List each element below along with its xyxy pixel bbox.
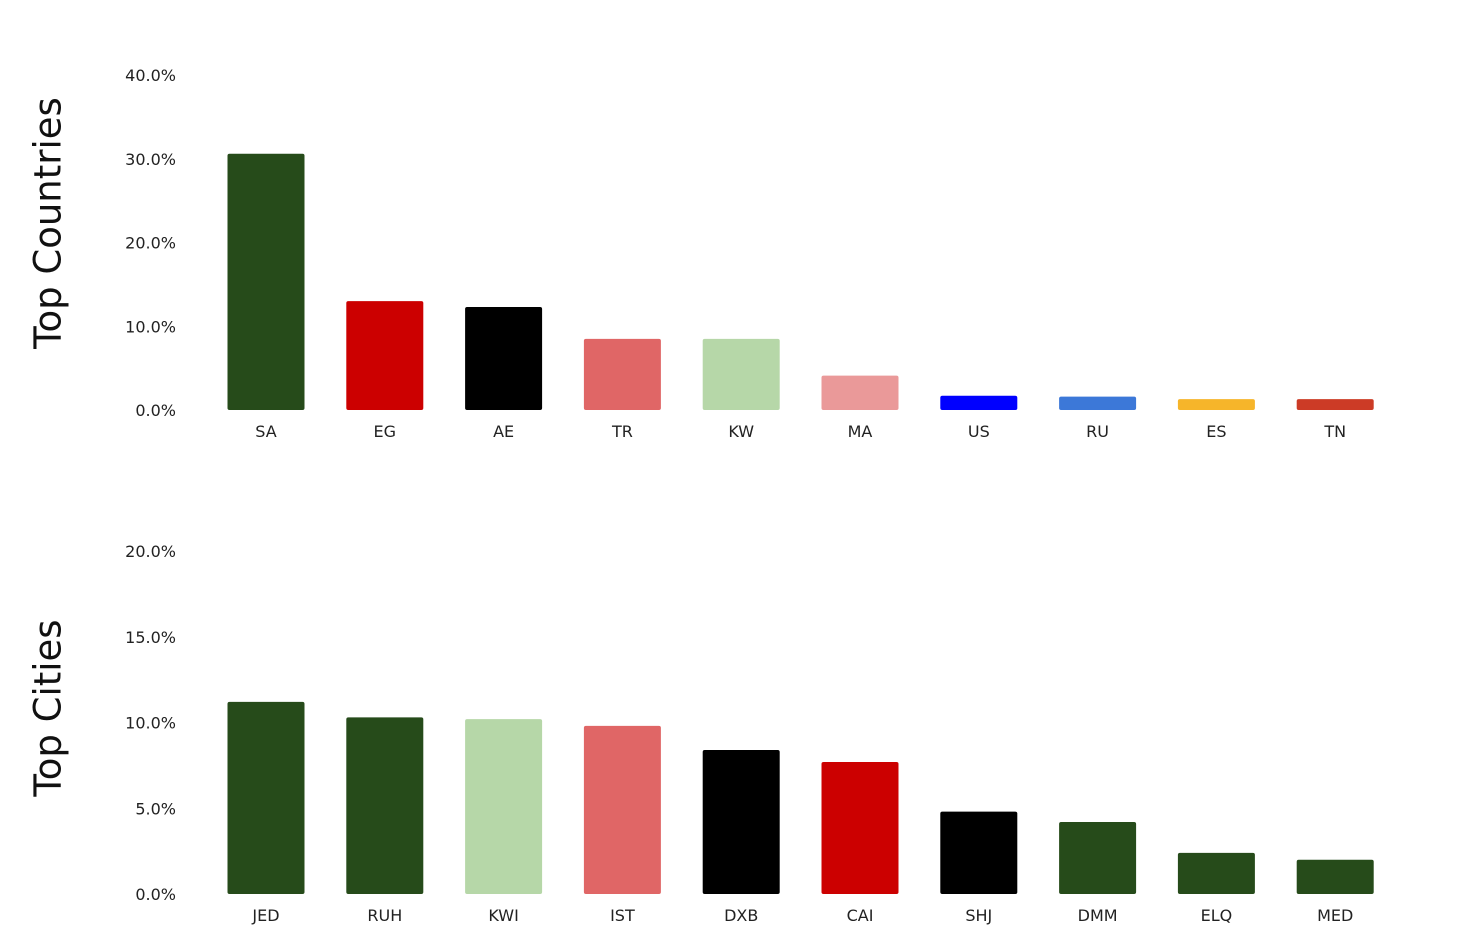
country-bar-ma: [821, 375, 899, 410]
city-category-label: DMM: [1078, 906, 1118, 925]
cities-chart-panel: Top Cities 0.0% 5.0% 10.0% 15.0% 20.0% JED RUH…: [0, 468, 1470, 936]
countries-chart-panel: Top Countries 0.0% 10.0% 20.0% 30.0% 40.0% SA…: [27, 66, 1374, 441]
country-bar-ru: [1059, 396, 1137, 410]
city-bar-ruh: [346, 717, 424, 894]
country-category-label: AE: [493, 422, 514, 441]
country-y-tick-label: 0.0%: [135, 401, 176, 420]
country-category-label: KW: [728, 422, 754, 441]
city-category-label: JED: [251, 906, 279, 925]
city-category-label: RUH: [367, 906, 402, 925]
city-bar-dxb: [702, 749, 780, 894]
city-category-label: KWI: [488, 906, 518, 925]
country-y-tick-label: 10.0%: [125, 317, 176, 336]
country-category-label: MA: [848, 422, 873, 441]
city-bar-elq: [1177, 852, 1255, 894]
city-bar-ist: [583, 725, 661, 894]
country-bar-es: [1177, 399, 1255, 410]
country-bar-us: [940, 395, 1018, 410]
city-bar-med: [1296, 859, 1374, 894]
country-category-label: RU: [1086, 422, 1109, 441]
country-category-label: SA: [255, 422, 276, 441]
country-category-label: US: [968, 422, 990, 441]
country-bar-tr: [583, 338, 661, 410]
city-bar-jed: [227, 701, 305, 894]
country-bar-ae: [465, 306, 543, 410]
city-category-label: MED: [1317, 906, 1353, 925]
city-y-tick-label: 20.0%: [125, 542, 176, 561]
country-bar-eg: [346, 301, 424, 410]
country-category-label: ES: [1206, 422, 1226, 441]
country-y-tick-label: 30.0%: [125, 150, 176, 169]
country-bar-kw: [702, 338, 780, 410]
country-category-label: TR: [611, 422, 633, 441]
country-category-label: TN: [1323, 422, 1346, 441]
country-bar-tn: [1296, 399, 1374, 410]
city-y-tick-label: 0.0%: [135, 885, 176, 904]
city-category-label: SHJ: [965, 906, 992, 925]
city-y-tick-label: 15.0%: [125, 628, 176, 647]
cities-bar-chart: 0.0% 5.0% 10.0% 15.0% 20.0% JED RUH KWI IST DXB CA…: [125, 542, 1374, 925]
country-y-tick-label: 20.0%: [125, 234, 176, 253]
city-category-label: ELQ: [1201, 906, 1233, 925]
city-bar-shj: [940, 811, 1018, 894]
country-category-label: EG: [374, 422, 397, 441]
city-bar-dmm: [1059, 821, 1137, 894]
city-category-label: CAI: [847, 906, 874, 925]
countries-bar-chart: 0.0% 10.0% 20.0% 30.0% 40.0% SA EG AE TR KW MA US RU…: [125, 66, 1374, 441]
country-y-tick-label: 40.0%: [125, 66, 176, 85]
country-bar-sa: [227, 153, 305, 410]
city-bar-cai: [821, 761, 899, 894]
city-category-label: IST: [610, 906, 635, 925]
city-category-label: DXB: [724, 906, 758, 925]
city-y-tick-label: 10.0%: [125, 714, 176, 733]
city-bar-kwi: [465, 719, 543, 894]
city-y-tick-label: 5.0%: [135, 799, 176, 818]
